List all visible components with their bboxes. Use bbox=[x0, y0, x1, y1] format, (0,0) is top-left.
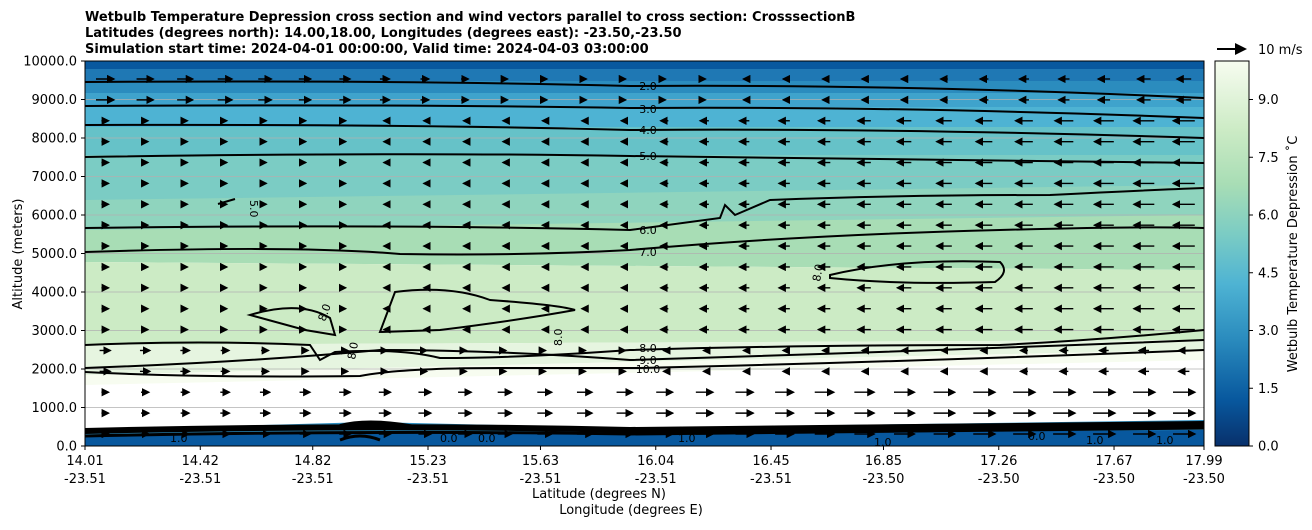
band-top-0 bbox=[85, 61, 1204, 69]
band-8 bbox=[85, 215, 1204, 270]
y-tick-label-5: 5000.0 bbox=[32, 247, 78, 262]
contour-line-3 bbox=[84, 104, 1205, 119]
chart-title-line-1: Wetbulb Temperature Depression cross sec… bbox=[85, 10, 855, 25]
band-top-1 bbox=[85, 69, 1204, 81]
x-tick-lon-8: -23.50 bbox=[978, 472, 1020, 487]
contour-line-6 bbox=[84, 187, 1205, 232]
x-tick-lon-0: -23.51 bbox=[64, 472, 106, 487]
x-tick-lon-4: -23.51 bbox=[520, 472, 562, 487]
x-tick-lat-2: 14.82 bbox=[294, 454, 331, 469]
contour-line-5 bbox=[84, 153, 1205, 164]
band-top-4 bbox=[85, 107, 1204, 127]
x-tick-lon-1: -23.51 bbox=[179, 472, 221, 487]
colorbar-tick-label-1: 1.5 bbox=[1258, 382, 1279, 397]
band-top-3 bbox=[85, 93, 1204, 107]
y-tick-label-9: 9000.0 bbox=[32, 93, 78, 108]
contour-label-8: 8.0 bbox=[639, 342, 657, 355]
x-tick-lon-5: -23.51 bbox=[635, 472, 677, 487]
wind-vector-field bbox=[96, 74, 1197, 439]
contour-line-9 bbox=[84, 339, 1205, 369]
x-tick-lat-5: 16.04 bbox=[637, 454, 674, 469]
contour-label-inline-8d: 8.0 bbox=[810, 263, 826, 282]
contour-label-4: 4.0 bbox=[639, 124, 657, 137]
contour-label-5: 5.0 bbox=[639, 150, 657, 163]
band-bottom-0 bbox=[85, 430, 1204, 446]
x-tick-lat-8: 17.26 bbox=[980, 454, 1017, 469]
contour-label-9: 9.0 bbox=[639, 354, 657, 367]
contour-label-inline-1e: 1.0 bbox=[1156, 434, 1174, 447]
x-tick-lat-7: 16.85 bbox=[865, 454, 902, 469]
colorbar-label: Wetbulb Temperature Depression ˚C bbox=[1285, 136, 1301, 373]
contour-label-inline-0a: 0.0 bbox=[440, 432, 458, 445]
band-9 bbox=[85, 262, 1204, 345]
x-tick-lon-7: -23.50 bbox=[863, 472, 905, 487]
x-axis-label-lat: Latitude (degrees N) bbox=[532, 487, 666, 502]
contour-label-inline-1b: 1.0 bbox=[678, 432, 696, 445]
y-axis-ticks: 0.0 1000.0 2000.0 3000.0 4000.0 5000.0 6000.0 7… bbox=[23, 55, 85, 455]
contour-label-inline-1c: 1.0 bbox=[874, 436, 892, 449]
y-tick-label-2: 2000.0 bbox=[32, 363, 78, 378]
chart-title-line-3: Simulation start time: 2024-04-01 00:00:… bbox=[85, 42, 649, 57]
contour-label-6: 6.0 bbox=[639, 224, 657, 237]
x-tick-lat-4: 15.63 bbox=[522, 454, 559, 469]
band-top-2 bbox=[85, 81, 1204, 93]
x-tick-lat-0: 14.01 bbox=[66, 454, 103, 469]
y-tick-label-4: 4000.0 bbox=[32, 286, 78, 301]
y-tick-label-1: 1000.0 bbox=[32, 401, 78, 416]
quiver-key: 10 m/s bbox=[1217, 43, 1303, 58]
contour-label-3: 3.0 bbox=[639, 103, 657, 116]
x-tick-lat-3: 15.23 bbox=[409, 454, 446, 469]
contour-label-inline-0c: 0.0 bbox=[1028, 430, 1046, 443]
colorbar-tick-label-5: 7.5 bbox=[1258, 151, 1279, 166]
colorbar-tick-label-3: 4.5 bbox=[1258, 266, 1279, 281]
x-tick-lon-9: -23.50 bbox=[1093, 472, 1135, 487]
x-axis-label-lon: Longitude (degrees E) bbox=[559, 503, 703, 518]
contour-label-inline-1d: 1.0 bbox=[1086, 434, 1104, 447]
contour-labels: 2.0 3.0 4.0 5.0 6.0 7.0 8.0 9.0 10.0 5.0… bbox=[170, 80, 1174, 449]
contour-line-2 bbox=[84, 80, 1205, 99]
x-tick-lon-6: -23.51 bbox=[750, 472, 792, 487]
x-tick-lon-10: -23.50 bbox=[1183, 472, 1225, 487]
contour-line-10 bbox=[84, 349, 1205, 378]
x-tick-lat-6: 16.45 bbox=[752, 454, 789, 469]
colorbar-tick-label-6: 9.0 bbox=[1258, 93, 1279, 108]
x-tick-lat-10: 17.99 bbox=[1185, 454, 1222, 469]
chart-title-line-2: Latitudes (degrees north): 14.00,18.00, … bbox=[85, 26, 682, 41]
colorbar: 0.0 1.5 3.0 4.5 6.0 7.5 9.0 Wetbulb Temperatur… bbox=[1214, 60, 1301, 455]
colorbar-tick-label-4: 6.0 bbox=[1258, 209, 1279, 224]
contour-label-inline-8b: 8.0 bbox=[345, 341, 361, 360]
colorbar-ticks: 0.0 1.5 3.0 4.5 6.0 7.5 9.0 bbox=[1249, 93, 1279, 455]
contour-label-10: 10.0 bbox=[636, 363, 661, 376]
contour-line-8-closed-mid bbox=[378, 288, 576, 334]
y-axis-label: Altitude (meters) bbox=[11, 199, 26, 310]
contour-label-inline-5: 5.0 bbox=[247, 200, 260, 218]
y-tick-label-10: 10000.0 bbox=[23, 55, 77, 70]
contour-label-inline-8a: 8.0 bbox=[316, 302, 334, 323]
x-axis-ticks: 14.01 -23.51 14.42 -23.51 14.82 -23.51 15.23 -2… bbox=[64, 446, 1225, 487]
band-10 bbox=[85, 340, 1204, 375]
y-tick-label-3: 3000.0 bbox=[32, 324, 78, 339]
colorbar-tick-label-2: 3.0 bbox=[1258, 324, 1279, 339]
contour-label-inline-1a: 1.0 bbox=[170, 432, 188, 445]
colorbar-gradient bbox=[1214, 60, 1250, 447]
contour-label-7: 7.0 bbox=[639, 246, 657, 259]
contour-label-inline-8c: 8.0 bbox=[552, 329, 565, 347]
contour-label-2: 2.0 bbox=[639, 80, 657, 93]
y-tick-label-7: 7000.0 bbox=[32, 170, 78, 185]
x-tick-lon-3: -23.51 bbox=[407, 472, 449, 487]
contour-line-4 bbox=[84, 123, 1205, 139]
quiver-key-label: 10 m/s bbox=[1258, 43, 1303, 58]
y-tick-label-6: 6000.0 bbox=[32, 209, 78, 224]
x-tick-lon-2: -23.51 bbox=[292, 472, 334, 487]
contour-line-8-closed-right bbox=[829, 260, 1005, 284]
y-tick-label-0: 0.0 bbox=[56, 440, 77, 455]
contour-label-inline-0b: 0.0 bbox=[478, 432, 496, 445]
y-tick-label-8: 8000.0 bbox=[32, 132, 78, 147]
x-tick-lat-9: 17.67 bbox=[1095, 454, 1132, 469]
contour-line-8 bbox=[84, 329, 1205, 362]
x-tick-lat-1: 14.42 bbox=[182, 454, 219, 469]
colorbar-tick-label-0: 0.0 bbox=[1258, 440, 1279, 455]
